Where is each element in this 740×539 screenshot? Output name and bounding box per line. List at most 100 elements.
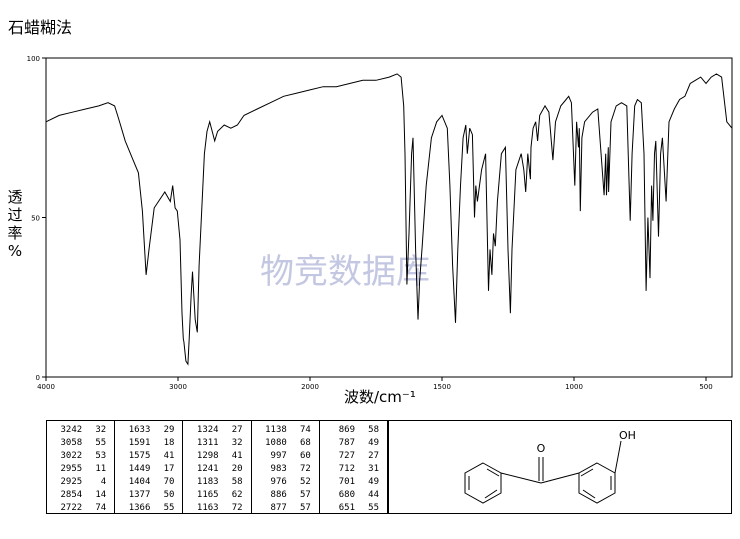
peak-table-row: 1575 41	[115, 450, 182, 463]
peak-transmittance: 41	[163, 451, 175, 461]
peak-table-row: 712 31	[320, 463, 387, 476]
peak-wavenumber: 701	[338, 477, 356, 487]
peak-table-row: 1165 62	[183, 489, 250, 502]
peak-table-row: 886 57	[252, 489, 319, 502]
peak-wavenumber: 1138	[265, 425, 287, 435]
peak-transmittance: 49	[368, 477, 380, 487]
peak-wavenumber: 1633	[128, 425, 151, 435]
x-axis-label: 波数/cm⁻¹	[344, 388, 416, 406]
peak-table-row: 869 58	[320, 424, 387, 437]
peak-wavenumber: 787	[338, 438, 356, 448]
peak-table-column: 1324 27 1311 32 1298 41 1241 20 1183 58 1165 62 1163…	[183, 421, 252, 513]
benzophenone-structure: O OH	[464, 429, 636, 504]
peak-wavenumber: 1311	[196, 438, 219, 448]
y-axis-label-char: %	[7, 242, 23, 260]
sample-method-label: 石蜡糊法	[8, 18, 73, 37]
peak-transmittance: 4	[100, 477, 107, 487]
peak-transmittance: 44	[368, 490, 380, 500]
peak-table-row: 3242 32	[47, 424, 114, 437]
peak-table-row: 2854 14	[47, 489, 114, 502]
peak-wavenumber: 712	[338, 464, 356, 474]
watermark: 物竞数据库	[260, 252, 430, 292]
y-axis-label-char: 率	[7, 224, 23, 242]
peak-table-row: 1311 32	[183, 437, 250, 450]
peak-transmittance: 50	[163, 490, 175, 500]
peak-transmittance: 62	[231, 490, 243, 500]
peak-wavenumber: 3242	[60, 425, 83, 435]
ring-right-double-bond	[582, 489, 596, 499]
y-tick-label: 50	[31, 215, 40, 223]
peak-wavenumber: 983	[270, 464, 287, 474]
structure-panel: O OH	[388, 420, 732, 514]
peak-transmittance: 55	[368, 503, 380, 513]
peak-table-column: 1138 74 1080 68 997 60 983 72 976 52 886 57 877 57	[252, 421, 320, 513]
peak-transmittance: 55	[95, 438, 107, 448]
peak-table-row: 701 49	[320, 476, 387, 489]
peak-transmittance: 68	[299, 438, 311, 448]
peak-wavenumber: 976	[270, 477, 287, 487]
peak-table-row: 1241 20	[183, 463, 250, 476]
peak-transmittance: 41	[231, 451, 243, 461]
peak-wavenumber: 1449	[128, 464, 151, 474]
peak-wavenumber: 1165	[196, 490, 219, 500]
peak-wavenumber: 3022	[60, 451, 83, 461]
peak-transmittance: 20	[231, 464, 243, 474]
hydroxyl-label: OH	[619, 429, 636, 442]
peak-transmittance: 58	[231, 477, 243, 487]
peak-table-row: 680 44	[320, 489, 387, 502]
peak-transmittance: 74	[299, 425, 311, 435]
peak-wavenumber: 886	[270, 490, 287, 500]
peak-wavenumber: 2854	[60, 490, 83, 500]
peak-wavenumber: 1241	[196, 464, 219, 474]
peak-transmittance: 57	[299, 503, 311, 513]
peak-wavenumber: 1377	[128, 490, 151, 500]
peak-table-column: 869 58 787 49 727 27 712 31 701 49 680 44 651 55	[320, 421, 387, 513]
peak-table-row: 1080 68	[252, 437, 319, 450]
peak-table-row: 3058 55	[47, 437, 114, 450]
peak-wavenumber: 1080	[265, 438, 287, 448]
peak-wavenumber: 1575	[128, 451, 151, 461]
y-tick-label: 100	[27, 55, 40, 63]
peak-transmittance: 74	[95, 503, 107, 513]
x-tick-label: 500	[699, 383, 712, 391]
ring-left-double-bond	[484, 489, 498, 499]
y-axis-ticks: 100 50 0	[27, 55, 46, 382]
peak-wavenumber: 2955	[60, 464, 83, 474]
peak-table-row: 1138 74	[252, 424, 319, 437]
peak-wavenumber: 1366	[128, 503, 151, 513]
y-axis-label-char: 透	[7, 188, 23, 206]
peak-transmittance: 27	[368, 451, 380, 461]
peak-wavenumber: 1183	[196, 477, 219, 487]
peak-wavenumber: 3058	[60, 438, 83, 448]
peak-table-column: 1633 29 1591 18 1575 41 1449 17 1404 70 1377 50 1366…	[115, 421, 184, 513]
spectrum-line	[45, 73, 733, 366]
peak-table-row: 983 72	[252, 463, 319, 476]
peak-wavenumber: 997	[270, 451, 287, 461]
peak-wavenumber: 877	[270, 503, 287, 513]
peak-table-row: 651 55	[320, 502, 387, 515]
peak-transmittance: 32	[95, 425, 107, 435]
peak-table-row: 997 60	[252, 450, 319, 463]
peak-wavenumber: 1591	[128, 438, 151, 448]
peak-transmittance: 53	[95, 451, 107, 461]
hydroxyl-bond	[614, 440, 622, 474]
peak-table-row: 3022 53	[47, 450, 114, 463]
peak-table-row: 1324 27	[183, 424, 250, 437]
peak-wavenumber: 680	[338, 490, 356, 500]
peak-table-row: 2722 74	[47, 502, 114, 515]
peak-table-row: 1591 18	[115, 437, 182, 450]
peak-table-row: 2955 11	[47, 463, 114, 476]
plot-frame	[45, 57, 733, 378]
phenyl-ring-right	[578, 462, 616, 504]
peak-table-row: 877 57	[252, 502, 319, 515]
peak-transmittance: 14	[95, 490, 107, 500]
peak-table-row: 1183 58	[183, 476, 250, 489]
x-tick-label: 3000	[169, 383, 187, 391]
peak-transmittance: 27	[231, 425, 243, 435]
ring-right-double-bond	[580, 468, 594, 477]
peak-table-row: 1298 41	[183, 450, 250, 463]
peak-transmittance: 18	[163, 438, 175, 448]
ring-left-double-bond	[486, 468, 500, 477]
bond-ring-to-carbonyl	[500, 472, 542, 484]
peak-wavenumber: 1163	[196, 503, 219, 513]
